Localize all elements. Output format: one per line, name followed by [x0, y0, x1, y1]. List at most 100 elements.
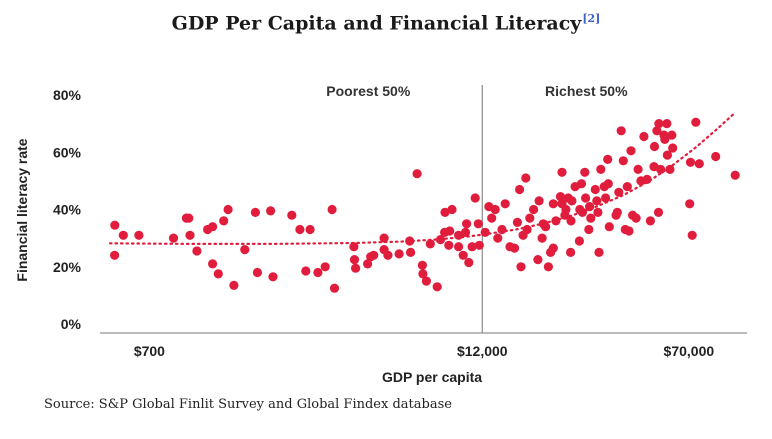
- data-point: [616, 126, 626, 136]
- data-point: [662, 119, 672, 129]
- data-point: [421, 276, 431, 286]
- data-point: [645, 216, 656, 226]
- scatter-chart: 0% 20% 40% 60% 80% $700 $12,000 $70,000 Poores…: [14, 83, 747, 385]
- y-axis-label: Financial literacy rate: [14, 138, 30, 281]
- data-point: [522, 224, 532, 235]
- data-point: [593, 207, 603, 217]
- data-point: [533, 255, 543, 265]
- data-point: [537, 233, 547, 243]
- data-point: [596, 164, 606, 174]
- data-point: [320, 262, 330, 272]
- data-point: [454, 242, 464, 252]
- data-point: [470, 193, 480, 203]
- data-point: [694, 159, 704, 169]
- data-point: [425, 239, 435, 249]
- data-points: [110, 117, 740, 293]
- chart-title-text: GDP Per Capita and Financial Literacy: [171, 12, 582, 35]
- data-point: [561, 204, 571, 215]
- data-point: [351, 263, 361, 273]
- data-point: [500, 199, 510, 209]
- data-point: [654, 119, 664, 129]
- region-label-poorest: Poorest 50%: [326, 83, 411, 99]
- x-tick-label: $700: [134, 343, 165, 359]
- data-point: [497, 224, 507, 235]
- region-label-richest: Richest 50%: [545, 83, 628, 99]
- y-tick-label: 60%: [53, 144, 82, 160]
- data-point: [662, 150, 673, 160]
- data-point: [574, 236, 585, 246]
- data-point: [192, 246, 202, 256]
- data-point: [548, 199, 558, 209]
- x-tick-labels: $700 $12,000 $70,000: [134, 343, 715, 359]
- data-point: [412, 169, 422, 179]
- data-point: [548, 243, 558, 253]
- data-point: [185, 230, 195, 240]
- data-point: [557, 167, 567, 177]
- data-point: [379, 233, 389, 243]
- data-point: [603, 179, 613, 189]
- data-point: [576, 179, 587, 189]
- data-point: [525, 213, 535, 223]
- data-point: [329, 283, 340, 293]
- data-point: [435, 235, 446, 245]
- data-point: [305, 224, 315, 235]
- data-point: [730, 170, 740, 180]
- data-point: [534, 196, 544, 206]
- data-point: [618, 156, 628, 166]
- data-point: [440, 207, 450, 217]
- data-point: [458, 250, 468, 260]
- data-point: [614, 187, 624, 197]
- data-point: [711, 151, 721, 162]
- title-reference-link[interactable]: [2]: [582, 12, 601, 25]
- data-point: [653, 207, 664, 217]
- data-point: [464, 257, 474, 268]
- data-point: [622, 182, 632, 192]
- data-point: [612, 207, 622, 217]
- data-point: [208, 222, 218, 232]
- data-point: [567, 196, 577, 206]
- data-point: [349, 255, 360, 265]
- source-note: Source: S&P Global Finlit Survey and Glo…: [44, 397, 452, 412]
- data-point: [229, 280, 239, 290]
- data-point: [601, 193, 611, 203]
- data-point: [551, 216, 561, 226]
- data-point: [418, 269, 428, 279]
- data-point: [118, 230, 128, 240]
- data-point: [521, 173, 531, 183]
- data-point: [110, 250, 120, 260]
- data-point: [394, 249, 404, 259]
- data-point: [349, 242, 359, 252]
- data-point: [313, 267, 323, 278]
- data-point: [543, 262, 554, 272]
- data-point: [250, 207, 260, 217]
- data-point: [656, 164, 666, 174]
- data-point: [642, 174, 652, 184]
- y-tick-label: 20%: [53, 259, 82, 275]
- data-point: [580, 167, 590, 177]
- data-point: [603, 154, 613, 164]
- data-point: [363, 259, 373, 269]
- data-point: [493, 233, 503, 243]
- data-point: [515, 184, 525, 195]
- data-point: [467, 242, 477, 252]
- data-point: [649, 141, 660, 152]
- chart-title: GDP Per Capita and Financial Literacy[2]: [0, 12, 772, 34]
- data-point: [295, 224, 305, 235]
- data-point: [460, 227, 471, 237]
- data-point: [462, 219, 472, 229]
- data-point: [417, 260, 427, 270]
- data-point: [509, 243, 520, 253]
- data-point: [369, 250, 379, 260]
- data-point: [624, 226, 634, 236]
- data-point: [691, 117, 701, 127]
- data-point: [685, 199, 695, 209]
- data-point: [134, 230, 144, 240]
- data-point: [660, 134, 670, 144]
- data-point: [512, 217, 523, 227]
- data-point: [586, 213, 596, 223]
- data-point: [633, 164, 643, 174]
- x-tick-label: $12,000: [457, 343, 508, 359]
- data-point: [590, 184, 600, 195]
- data-point: [432, 282, 442, 292]
- data-point: [473, 219, 483, 229]
